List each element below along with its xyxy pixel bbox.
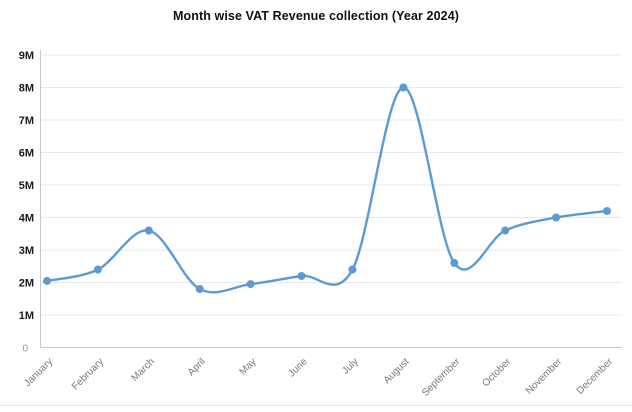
- data-point-september[interactable]: [450, 259, 459, 267]
- x-tick-label-november: November: [524, 356, 565, 397]
- x-tick-label-december: December: [575, 356, 616, 397]
- y-tick-label-5M: 5M: [19, 180, 34, 192]
- x-tick-label-may: May: [238, 356, 259, 377]
- data-point-december[interactable]: [603, 207, 611, 215]
- x-tick-label-january: January: [22, 356, 55, 389]
- x-tick-label-february: February: [70, 356, 106, 392]
- y-tick-label-3M: 3M: [19, 245, 34, 257]
- chart-title: Month wise VAT Revenue collection (Year …: [172, 9, 460, 23]
- y-tick-label-0: 0: [22, 344, 28, 355]
- y-tick-label-9M: 9M: [19, 50, 34, 62]
- data-point-january[interactable]: [43, 276, 51, 285]
- x-tick-label-march: March: [129, 356, 156, 383]
- data-point-october[interactable]: [501, 226, 510, 235]
- y-tick-label-7M: 7M: [19, 115, 34, 127]
- data-point-june[interactable]: [297, 272, 306, 280]
- bottom-divider: [0, 405, 632, 406]
- data-point-april[interactable]: [195, 285, 204, 293]
- x-tick-label-september: September: [420, 356, 463, 399]
- y-tick-label-1M: 1M: [19, 310, 34, 322]
- y-tick-label-4M: 4M: [19, 213, 34, 225]
- y-tick-label-2M: 2M: [19, 278, 34, 290]
- x-tick-label-june: June: [287, 356, 310, 379]
- x-tick-label-october: October: [480, 356, 513, 389]
- x-tick-label-april: April: [186, 356, 208, 378]
- x-tick-label-july: July: [340, 356, 360, 376]
- data-point-march[interactable]: [144, 226, 153, 235]
- revenue-line-series: [45, 86, 609, 294]
- data-point-february[interactable]: [93, 265, 102, 274]
- y-tick-label-6M: 6M: [19, 148, 34, 160]
- x-tick-label-august: August: [382, 356, 412, 386]
- y-tick-label-8M: 8M: [19, 83, 34, 95]
- data-point-august[interactable]: [399, 83, 408, 92]
- data-point-july[interactable]: [348, 265, 357, 274]
- data-point-may[interactable]: [246, 280, 255, 289]
- data-point-november[interactable]: [552, 213, 561, 222]
